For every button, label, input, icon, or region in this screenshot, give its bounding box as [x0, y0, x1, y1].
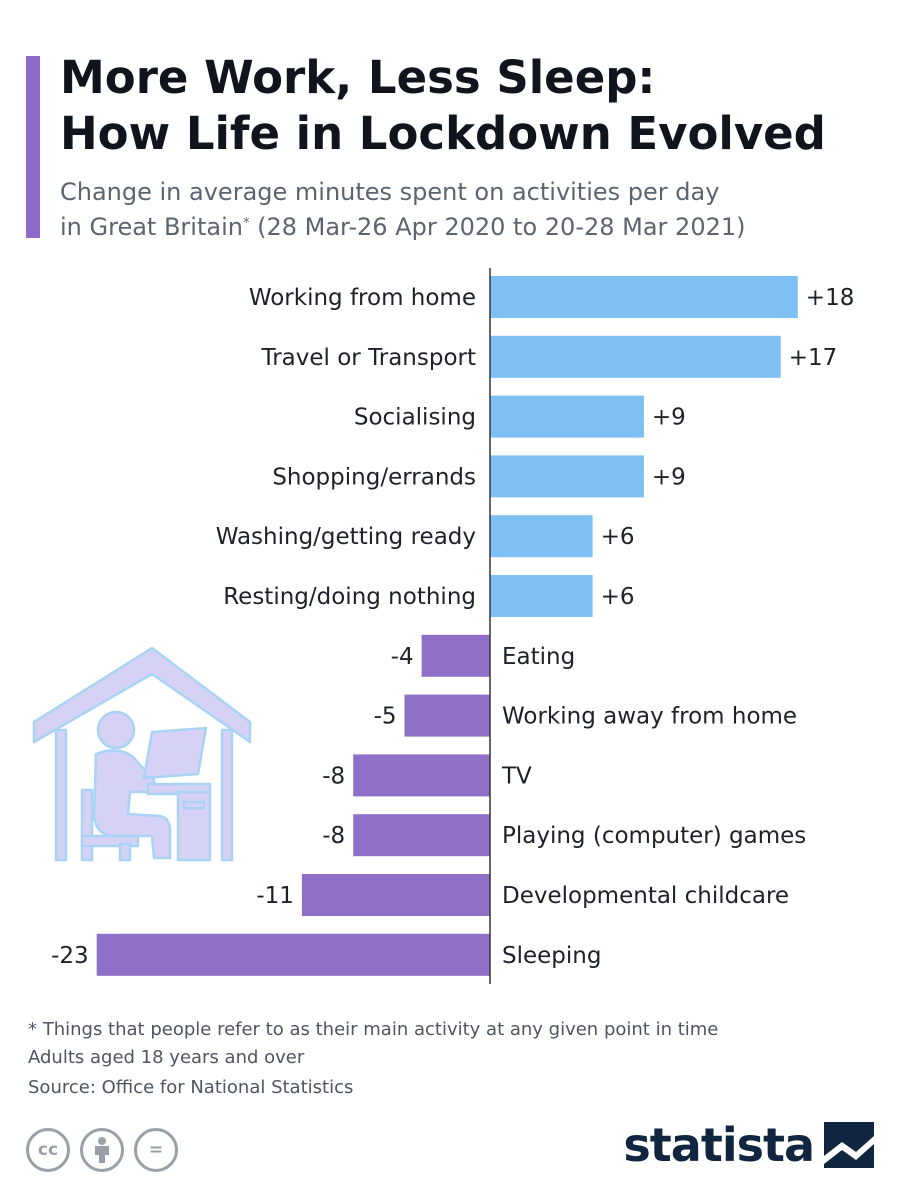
title-accent-bar — [26, 56, 40, 238]
category-label: Travel or Transport — [261, 345, 476, 371]
value-label: -8 — [322, 763, 345, 789]
category-label: Playing (computer) games — [502, 823, 806, 849]
statista-mark-icon — [824, 1122, 874, 1168]
value-label: +9 — [652, 405, 686, 431]
category-label: Working away from home — [502, 704, 797, 730]
subtitle-line-2: in Great Britain* (28 Mar-26 Apr 2020 to… — [60, 208, 890, 243]
bar — [421, 634, 490, 677]
bar — [490, 515, 593, 558]
category-label: Working from home — [249, 285, 476, 311]
category-label: Socialising — [354, 405, 476, 431]
bar — [490, 335, 781, 378]
bar — [301, 874, 490, 916]
title-line-1: More Work, Less Sleep: — [60, 51, 656, 104]
category-label: Resting/doing nothing — [223, 584, 476, 610]
cc-icon[interactable]: cc — [26, 1128, 70, 1172]
footnote: * Things that people refer to as their m… — [28, 1016, 878, 1072]
chart-subtitle: Change in average minutes spent on activ… — [60, 176, 890, 243]
category-label: Shopping/errands — [272, 464, 476, 490]
bar — [353, 754, 490, 797]
value-label: +18 — [806, 285, 855, 311]
subtitle-asterisk: * — [242, 216, 250, 231]
footnote-line-1: * Things that people refer to as their m… — [28, 1019, 719, 1040]
value-label: +6 — [601, 524, 635, 550]
category-label: Sleeping — [502, 943, 601, 969]
category-label: Developmental childcare — [502, 883, 789, 909]
category-label: Eating — [502, 644, 575, 670]
category-label: Washing/getting ready — [216, 524, 476, 550]
person-glyph — [95, 1137, 109, 1163]
statista-logo[interactable]: statista — [623, 1118, 874, 1172]
brand-name: statista — [623, 1118, 815, 1172]
title-line-2: How Life in Lockdown Evolved — [60, 107, 826, 160]
subtitle-region: in Great Britain — [60, 213, 243, 241]
subtitle-period: (28 Mar-26 Apr 2020 to 20-28 Mar 2021) — [249, 213, 746, 241]
bar — [96, 933, 490, 976]
bar — [490, 455, 644, 498]
bar-chart: Working from home +18 Travel or Transport +… — [51, 268, 855, 984]
value-label: -5 — [374, 704, 397, 730]
bar — [490, 395, 644, 438]
no-derivatives-icon[interactable]: = — [134, 1128, 178, 1172]
attribution-icon[interactable] — [80, 1128, 124, 1172]
value-label: -11 — [256, 883, 294, 909]
value-label: -8 — [322, 823, 345, 849]
chart-title: More Work, Less Sleep: How Life in Lockd… — [60, 50, 880, 162]
bar — [404, 694, 490, 737]
subtitle-line-1: Change in average minutes spent on activ… — [60, 178, 720, 206]
house-person-computer-icon — [32, 646, 252, 862]
value-label: +17 — [789, 345, 838, 371]
bar — [353, 814, 490, 857]
value-label: -4 — [391, 644, 414, 670]
source-note: Source: Office for National Statistics — [28, 1077, 354, 1098]
value-label: -23 — [51, 943, 89, 969]
value-label: +6 — [601, 584, 635, 610]
category-label: TV — [501, 763, 532, 789]
bar — [490, 575, 593, 617]
footnote-line-2: Adults aged 18 years and over — [28, 1047, 305, 1068]
bar — [490, 276, 798, 318]
license-icons: cc = — [26, 1128, 178, 1172]
value-label: +9 — [652, 464, 686, 490]
